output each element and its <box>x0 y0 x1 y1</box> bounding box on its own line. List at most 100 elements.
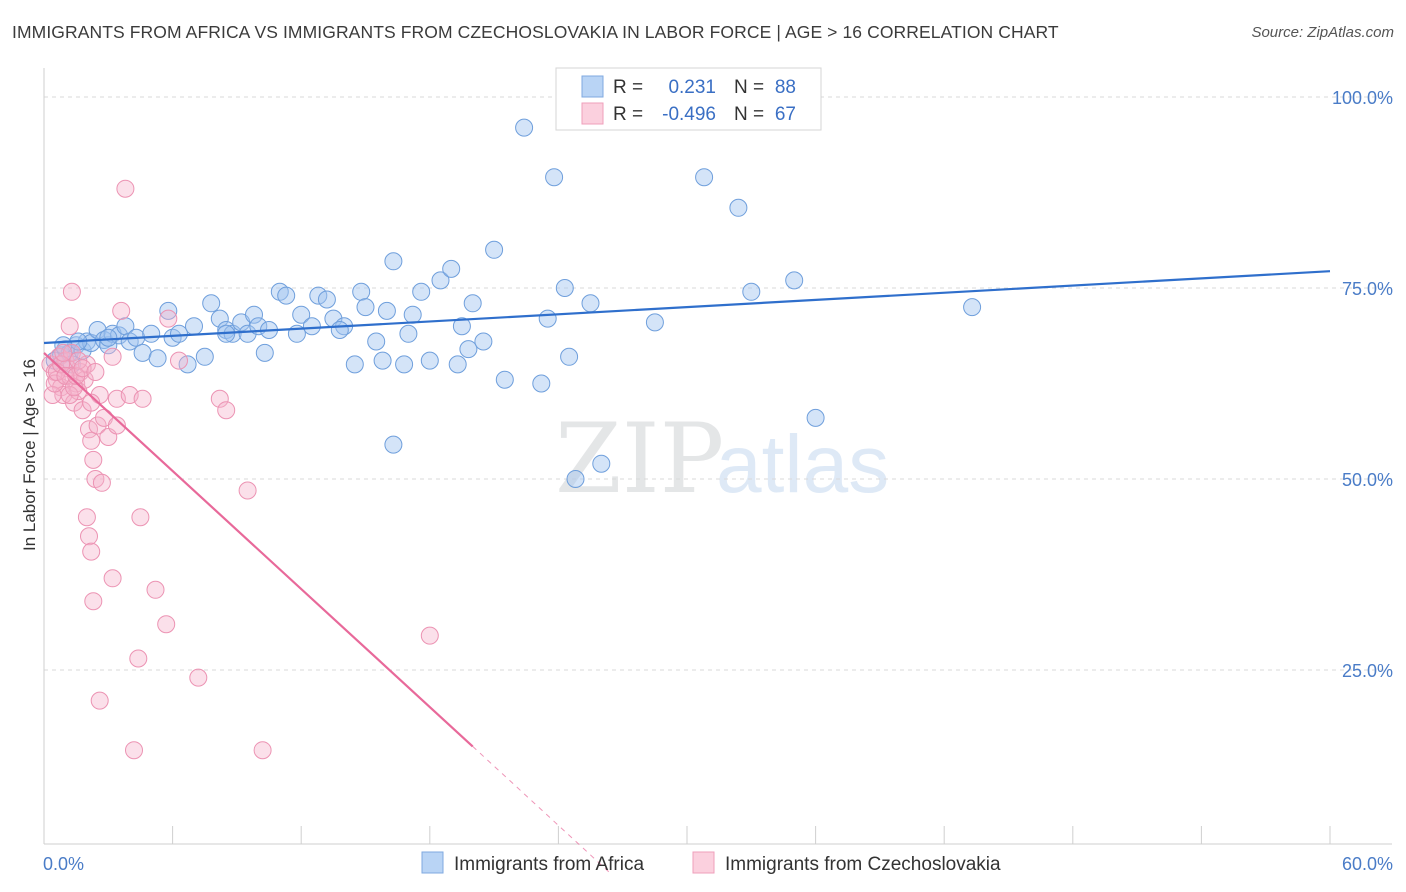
czechoslovakia-point-35 <box>90 691 109 710</box>
czechoslovakia-point-49 <box>420 626 439 645</box>
africa-point-58 <box>452 317 471 336</box>
series-czechoslovakia-points <box>41 179 439 760</box>
czechoslovakia-trend-extension <box>472 746 613 876</box>
czechoslovakia-point-30 <box>60 317 79 336</box>
africa-point-60 <box>463 294 482 313</box>
legend-r-label-2: R = <box>613 104 643 125</box>
czechoslovakia-point-26 <box>107 416 126 435</box>
africa-point-76 <box>742 282 761 301</box>
czechoslovakia-point-38 <box>129 649 148 668</box>
africa-point-67 <box>545 168 564 187</box>
africa-point-70 <box>566 470 585 488</box>
y-tick-label: 50.0% <box>1342 470 1393 490</box>
africa-point-74 <box>695 168 714 187</box>
africa-point-56 <box>431 271 450 290</box>
chart-title: IMMIGRANTS FROM AFRICA VS IMMIGRANTS FRO… <box>12 22 1059 42</box>
czechoslovakia-point-15 <box>75 370 94 389</box>
czechoslovakia-point-44 <box>189 668 208 687</box>
czechoslovakia-point-29 <box>62 282 81 301</box>
y-axis-title: In Labor Force | Age > 16 <box>20 359 39 551</box>
africa-point-71 <box>581 294 600 313</box>
czechoslovakia-point-27 <box>112 301 131 320</box>
czechoslovakia-point-18 <box>82 431 101 450</box>
africa-point-34 <box>255 343 274 362</box>
africa-point-57 <box>442 259 461 278</box>
legend-r-label-1: R = <box>613 77 643 98</box>
czechoslovakia-point-34 <box>84 592 103 611</box>
czechoslovakia-point-42 <box>159 309 178 328</box>
africa-point-24 <box>185 317 203 336</box>
czechoslovakia-point-33 <box>82 542 101 561</box>
czechoslovakia-point-17 <box>80 420 98 439</box>
y-tick-label: 100.0% <box>1332 88 1393 108</box>
czechoslovakia-point-32 <box>80 527 98 546</box>
africa-point-87 <box>448 355 467 374</box>
legend-r-value-2: -0.496 <box>662 104 716 125</box>
czechoslovakia-point-45 <box>210 389 229 408</box>
czechoslovakia-point-66 <box>54 343 73 362</box>
africa-point-65 <box>532 374 551 393</box>
czechoslovakia-point-40 <box>146 580 165 599</box>
africa-trend-line <box>43 270 1331 345</box>
czechoslovakia-point-62 <box>92 473 111 492</box>
czechoslovakia-point-41 <box>157 615 176 634</box>
africa-point-42 <box>317 290 336 309</box>
legend-n-label-1: N = <box>734 77 764 98</box>
czechoslovakia-point-61 <box>86 363 105 381</box>
africa-point-31 <box>238 324 257 343</box>
africa-point-84 <box>99 328 118 347</box>
czechoslovakia-point-46 <box>217 401 236 420</box>
africa-point-18 <box>142 324 161 343</box>
africa-point-79 <box>384 435 403 454</box>
y-tick-labels: 100.0% 75.0% 50.0% 25.0% <box>1332 88 1393 681</box>
bottom-legend-label-czechoslovakia: Immigrants from Czechoslovakia <box>725 854 1001 875</box>
africa-point-32 <box>245 305 263 324</box>
africa-point-22 <box>170 324 188 343</box>
africa-point-39 <box>292 305 311 324</box>
czechoslovakia-point-51 <box>45 374 64 393</box>
africa-point-49 <box>373 351 392 370</box>
africa-point-78 <box>806 408 825 427</box>
stats-legend: R = 0.231 N = 88 R = -0.496 N = 67 <box>555 67 822 131</box>
africa-point-20 <box>159 301 178 320</box>
bottom-legend-swatch-czechoslovakia <box>692 851 715 874</box>
africa-point-27 <box>210 309 229 328</box>
africa-point-50 <box>377 301 396 320</box>
czechoslovakia-point-21 <box>88 416 107 435</box>
legend-r-value-1: 0.231 <box>668 77 716 98</box>
x-tick-label-max: 60.0% <box>1342 854 1393 874</box>
watermark-zip: ZIP <box>555 403 724 515</box>
africa-point-23 <box>178 355 197 374</box>
czechoslovakia-point-25 <box>103 347 122 366</box>
africa-point-53 <box>403 305 422 324</box>
africa-point-54 <box>412 282 431 301</box>
czechoslovakia-point-36 <box>103 569 122 588</box>
africa-point-37 <box>277 286 296 305</box>
africa-point-40 <box>302 317 321 336</box>
africa-point-69 <box>560 347 579 366</box>
africa-point-63 <box>495 370 514 389</box>
y-tick-label: 75.0% <box>1342 279 1393 299</box>
africa-point-48 <box>367 332 386 351</box>
legend-swatch-africa <box>581 75 604 98</box>
legend-swatch-czechoslovakia <box>581 102 604 125</box>
bottom-legend-swatch-africa <box>421 851 444 874</box>
czechoslovakia-point-43 <box>170 351 188 370</box>
czechoslovakia-point-39 <box>131 508 150 527</box>
africa-point-45 <box>345 355 364 374</box>
africa-point-80 <box>963 298 982 317</box>
africa-point-41 <box>309 286 328 305</box>
africa-point-82 <box>399 324 418 343</box>
legend-n-value-2: 67 <box>775 104 796 125</box>
legend-n-value-1: 88 <box>775 77 796 98</box>
czechoslovakia-point-37 <box>125 741 143 760</box>
bottom-legend-label-africa: Immigrants from Africa <box>454 854 644 875</box>
africa-point-62 <box>485 240 504 259</box>
africa-point-46 <box>352 282 371 301</box>
africa-point-75 <box>729 198 748 217</box>
y-tick-label: 25.0% <box>1342 661 1393 681</box>
watermark-atlas: atlas <box>716 419 889 510</box>
source-label: Source: ZipAtlas.com <box>1251 24 1394 41</box>
africa-point-59 <box>459 340 478 359</box>
